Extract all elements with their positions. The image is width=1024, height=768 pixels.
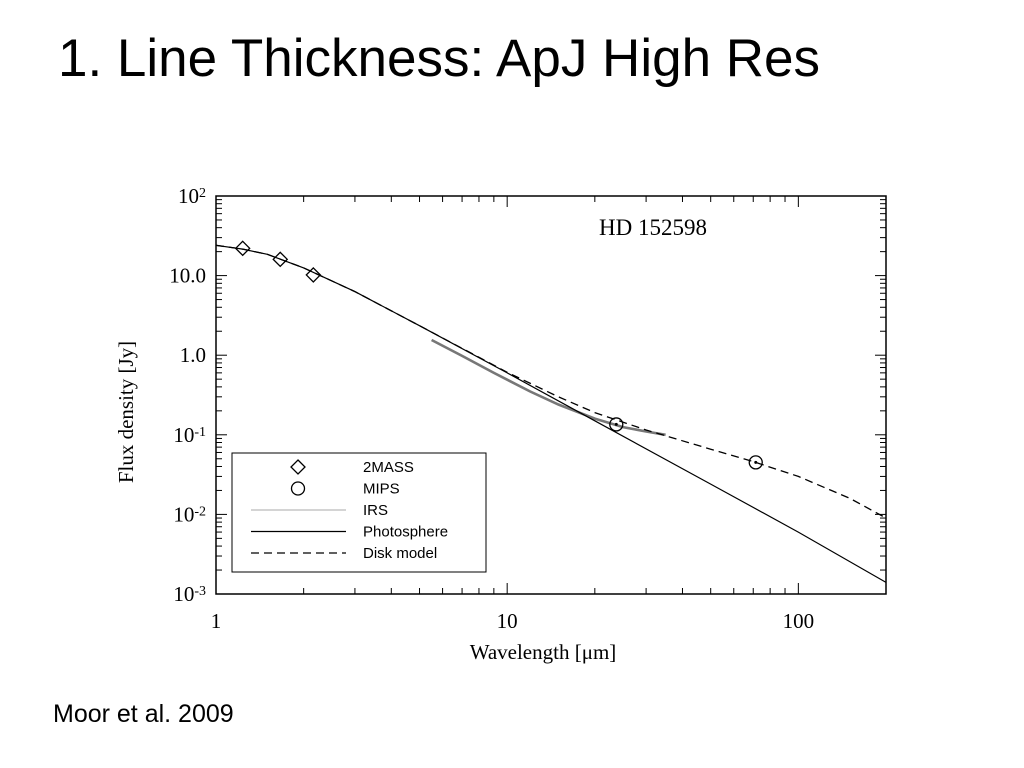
legend-box (231, 452, 487, 573)
chart-title: HD 152598 (599, 215, 707, 240)
x-tick-label: 100 (783, 609, 815, 633)
y-tick-label: 10.0 (169, 264, 206, 288)
data-point-center (614, 422, 618, 426)
plot-frame (215, 195, 887, 595)
legend-label: MIPS (363, 481, 400, 498)
data-point (234, 240, 251, 257)
data-point (272, 251, 289, 268)
y-axis-label: Flux density [Jy] (114, 341, 138, 483)
series-irs (430, 338, 666, 437)
series-line (215, 244, 887, 519)
x-tick-label: 1 (211, 609, 222, 633)
legend-label: IRS (363, 502, 388, 519)
axis-tick-labels: 1 10 100 102 10.0 1.0 10-1 10-2 10-3 (169, 184, 814, 633)
series-2mass (234, 240, 322, 283)
legend-label: Photosphere (363, 524, 448, 541)
axis-ticks (215, 195, 887, 595)
legend-label: 2MASS (363, 459, 414, 476)
series-disk-model (215, 244, 887, 519)
data-point (609, 417, 624, 432)
citation-caption: Moor et al. 2009 (53, 700, 234, 728)
x-tick-label: 10 (497, 609, 518, 633)
y-tick-label: 10-1 (173, 423, 206, 447)
series-line (430, 338, 666, 437)
series-mips (609, 417, 763, 470)
y-tick-label: 1.0 (180, 343, 206, 367)
slide-title: 1. Line Thickness: ApJ High Res (58, 29, 821, 88)
legend-symbol (290, 459, 306, 475)
data-point (305, 266, 322, 283)
y-tick-label: 102 (178, 184, 206, 208)
data-point (748, 455, 763, 470)
y-tick-label: 10-3 (173, 582, 206, 606)
legend-label: Disk model (363, 545, 437, 562)
series-layer (215, 240, 887, 583)
y-tick-label: 10-2 (173, 502, 206, 526)
data-point-center (754, 460, 758, 464)
x-axis-label: Wavelength [μm] (470, 640, 617, 664)
legend-symbol (290, 481, 306, 496)
legend: 2MASS MIPS IRS Photosphere Disk model (231, 452, 487, 573)
